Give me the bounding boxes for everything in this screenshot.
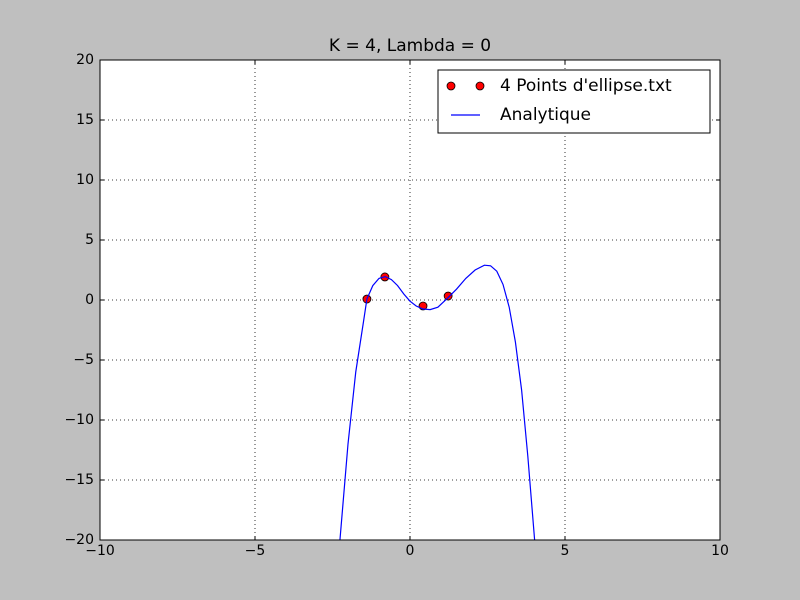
y-tick-label: 10 [76,172,94,188]
data-point [443,291,453,301]
legend-marker [446,81,456,91]
y-tick-label: 15 [76,112,94,128]
legend-marker [475,81,485,91]
x-tick-label: 5 [561,543,570,559]
y-tick-label: −10 [64,412,94,428]
y-tick-label: −5 [73,352,94,368]
legend-label: 4 Points d'ellipse.txt [500,76,672,96]
y-tick-label: −15 [64,472,94,488]
y-tick-label: 20 [76,52,94,68]
y-tick-label: 5 [85,232,94,248]
plot-data [339,264,536,540]
legend-box [437,69,711,134]
x-tick-label: −5 [245,543,266,559]
plot-frame [99,59,721,541]
data-line [339,264,536,540]
y-tick-label: −20 [64,532,94,548]
x-tick-label: −10 [85,543,115,559]
legend-label: Analytique [500,105,591,125]
chart-title: K = 4, Lambda = 0 [329,36,491,56]
x-tick-label: 10 [711,543,729,559]
x-tick-label: 0 [406,543,415,559]
y-tick-label: 0 [85,292,94,308]
